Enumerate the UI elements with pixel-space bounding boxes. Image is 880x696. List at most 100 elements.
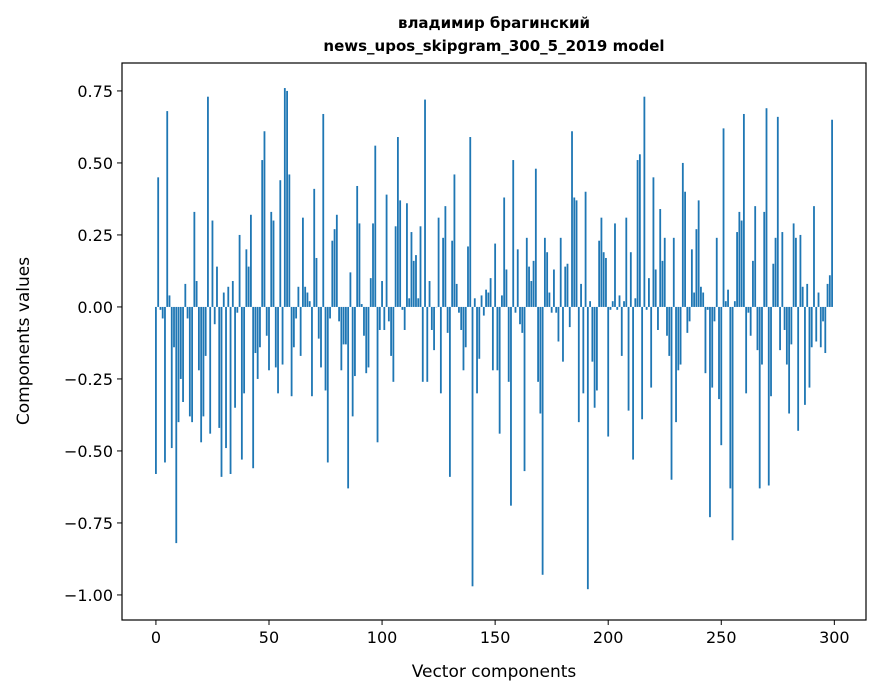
bar-component-279 [785, 306, 788, 365]
y-axis: −1.00 −0.75 −0.50 −0.25 0.00 0.25 0.50 0.75 [64, 82, 122, 605]
bar-component-290 [810, 306, 813, 348]
bar-component-123 [433, 306, 435, 351]
bar-component-18 [195, 281, 198, 307]
bar-component-34 [231, 281, 234, 307]
bar-component-208 [625, 217, 628, 307]
bar-component-40 [245, 249, 248, 307]
bar-component-169 [537, 306, 540, 382]
bar-component-21 [202, 306, 205, 417]
bar-component-116 [417, 298, 420, 307]
bar-component-256 [733, 301, 736, 307]
bar-component-166 [530, 281, 533, 307]
bar-component-165 [528, 266, 530, 307]
bar-component-245 [709, 306, 711, 518]
bar-component-167 [532, 260, 535, 307]
bar-component-196 [598, 240, 601, 307]
bar-component-131 [451, 240, 454, 307]
bar-component-54 [277, 306, 279, 394]
bar-component-126 [439, 306, 442, 394]
bar-component-243 [704, 306, 707, 374]
bar-component-233 [681, 162, 684, 307]
bar-component-91 [360, 304, 363, 307]
bar-component-36 [236, 306, 239, 313]
bar-component-93 [365, 306, 368, 374]
bar-component-277 [781, 232, 784, 307]
chart-title: владимир брагинский [398, 14, 590, 32]
x-axis-label: Vector components [412, 662, 577, 682]
bar-component-195 [595, 306, 598, 391]
bar-component-249 [718, 306, 720, 400]
bar-component-289 [808, 306, 811, 388]
bar-component-74 [322, 113, 325, 307]
bar-component-163 [523, 306, 526, 472]
bar-component-237 [690, 249, 693, 307]
bar-component-159 [514, 306, 517, 313]
bar-component-100 [381, 281, 383, 307]
bar-component-244 [706, 306, 709, 310]
bar-component-117 [419, 226, 422, 307]
bar-component-19 [197, 306, 200, 371]
bar-component-271 [767, 306, 770, 486]
x-tick-label: 150 [480, 628, 511, 647]
bar-component-220 [652, 177, 655, 307]
bar-component-174 [548, 292, 551, 307]
bar-component-2 [159, 306, 162, 310]
bar-component-297 [826, 283, 829, 307]
x-tick-label: 0 [151, 628, 161, 647]
bar-component-299 [831, 119, 833, 307]
bar-component-45 [256, 306, 259, 379]
bar-component-77 [329, 306, 331, 319]
x-tick-label: 200 [593, 628, 624, 647]
bar-component-161 [519, 306, 521, 325]
bar-component-257 [736, 232, 739, 307]
bar-component-27 [216, 266, 218, 307]
y-tick-label: 0.50 [77, 154, 113, 173]
bar-component-182 [566, 263, 569, 307]
bar-component-8 [173, 306, 175, 348]
bar-component-213 [636, 160, 639, 307]
bar-component-179 [559, 237, 562, 307]
bar-component-172 [543, 237, 546, 307]
bar-component-275 [776, 116, 779, 307]
bar-component-142 [476, 306, 478, 394]
bar-component-218 [648, 278, 650, 307]
bar-component-28 [218, 306, 221, 428]
bar-component-69 [311, 306, 313, 397]
bar-component-186 [575, 200, 578, 307]
bar-component-262 [747, 306, 750, 313]
bar-component-222 [657, 306, 659, 330]
bar-component-263 [749, 306, 752, 336]
bar-component-241 [700, 286, 702, 307]
bar-component-16 [191, 306, 194, 423]
bar-component-214 [638, 154, 641, 307]
bar-component-84 [344, 306, 347, 345]
bar-component-136 [462, 306, 465, 371]
y-tick-label: −0.75 [64, 514, 113, 533]
bar-component-215 [641, 306, 644, 420]
bar-component-24 [209, 306, 212, 434]
bar-component-272 [770, 306, 772, 397]
bar-component-81 [338, 306, 340, 322]
bar-component-50 [268, 306, 270, 371]
bar-component-187 [577, 306, 580, 423]
bar-component-217 [645, 306, 648, 310]
bar-component-133 [455, 283, 458, 307]
bar-component-197 [600, 217, 603, 307]
bar-component-228 [670, 306, 673, 480]
bar-component-181 [564, 266, 567, 307]
bar-component-130 [448, 306, 451, 477]
bar-component-200 [607, 306, 610, 437]
bar-component-216 [643, 96, 646, 307]
bar-component-292 [815, 306, 818, 342]
bar-component-128 [444, 206, 447, 307]
bar-component-135 [460, 306, 463, 330]
bar-component-206 [620, 306, 623, 356]
bar-component-177 [555, 306, 558, 313]
bar-component-0 [155, 306, 157, 474]
bar-component-278 [783, 306, 786, 330]
bar-component-232 [679, 306, 682, 365]
bar-component-109 [401, 306, 404, 310]
bar-component-265 [754, 206, 757, 307]
bar-component-23 [207, 96, 209, 307]
